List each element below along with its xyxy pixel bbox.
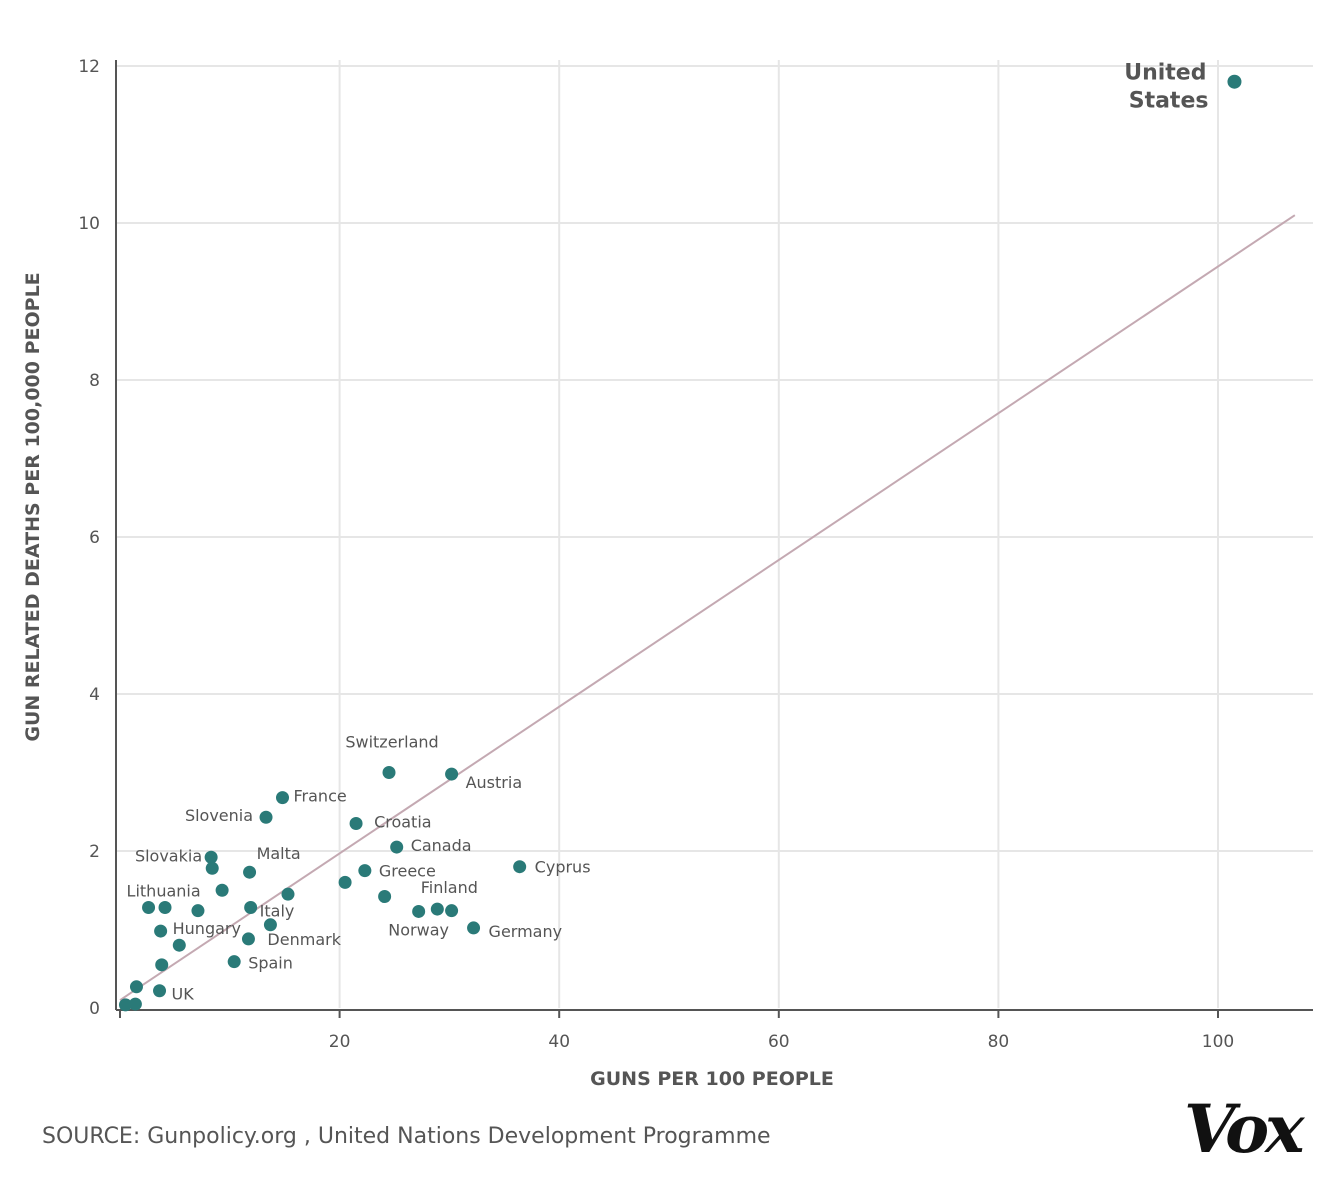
axes: 0 2 4 6 8 10 12 20 40 60 80 100 — [78, 57, 1313, 1052]
data-point — [358, 864, 372, 878]
x-tick-label: 80 — [988, 1032, 1010, 1052]
y-tick-label: 10 — [78, 214, 100, 234]
point-label: Austria — [466, 773, 523, 792]
point-label: Cyprus — [535, 858, 591, 877]
point-label: Canada — [411, 836, 472, 855]
point-label: United States — [1124, 61, 1208, 114]
x-axis-title: GUNS PER 100 PEOPLE — [590, 1068, 834, 1090]
data-point — [129, 980, 143, 994]
data-point — [227, 955, 241, 969]
grid — [116, 60, 1313, 1008]
point-label: France — [294, 787, 347, 806]
point-label: Slovenia — [185, 806, 253, 825]
data-point — [338, 875, 352, 889]
point-label: Denmark — [267, 930, 341, 949]
y-tick-label: 12 — [78, 57, 100, 77]
data-point — [158, 901, 172, 915]
data-point — [349, 817, 363, 831]
x-tick-label: 100 — [1202, 1032, 1234, 1052]
x-tick-label: 40 — [548, 1032, 570, 1052]
point-label: Finland — [421, 878, 478, 897]
data-point — [155, 958, 169, 972]
data-point — [243, 865, 257, 879]
point-label: Italy — [260, 902, 295, 921]
data-point — [1227, 74, 1242, 89]
point-label: Croatia — [374, 813, 432, 832]
data-point — [191, 904, 205, 918]
point-label: UK — [172, 985, 195, 1004]
vox-logo: Vox — [1184, 1090, 1305, 1168]
data-point — [467, 921, 481, 935]
data-point — [263, 918, 277, 932]
point-label: Switzerland — [345, 733, 438, 752]
data-point — [215, 883, 229, 897]
source-note: SOURCE: Gunpolicy.org , United Nations D… — [42, 1124, 771, 1149]
data-point — [412, 904, 426, 918]
scatter-chart: 0 2 4 6 8 10 12 20 40 60 80 100 United States Switzer… — [22, 57, 1313, 1090]
data-point — [241, 932, 255, 946]
point-label: Germany — [489, 922, 563, 941]
point-label: Norway — [388, 920, 449, 939]
y-tick-label: 6 — [89, 528, 100, 548]
y-tick-label: 2 — [89, 842, 100, 862]
labels-layer: United States Switzerland Austria France Slov… — [127, 61, 1209, 1004]
data-point — [281, 887, 295, 901]
data-point — [128, 997, 142, 1011]
data-point — [118, 998, 132, 1012]
data-point — [153, 984, 167, 998]
data-point — [244, 901, 258, 915]
data-point — [430, 902, 444, 916]
x-tick-label: 20 — [329, 1032, 351, 1052]
point-label: Spain — [248, 954, 293, 973]
trendline-layer — [119, 214, 1296, 1001]
data-point — [382, 766, 396, 779]
point-label: Malta — [257, 844, 301, 863]
trendline — [119, 214, 1296, 1001]
data-point — [142, 901, 156, 915]
data-point — [378, 890, 392, 904]
data-point — [445, 904, 459, 918]
point-label: Slovakia — [135, 846, 202, 865]
data-point — [259, 810, 273, 824]
points-layer — [118, 74, 1242, 1012]
y-axis-title: GUN RELATED DEATHS PER 100,000 PEOPLE — [22, 272, 44, 741]
data-point — [390, 840, 404, 854]
data-point — [513, 860, 527, 874]
point-label: Hungary — [173, 919, 241, 938]
y-tick-label: 8 — [89, 371, 100, 391]
data-point — [445, 767, 459, 781]
y-tick-label: 4 — [89, 685, 100, 705]
point-label: Lithuania — [127, 882, 201, 901]
data-point — [154, 924, 168, 938]
data-point — [276, 791, 290, 805]
x-tick-label: 60 — [768, 1032, 790, 1052]
data-point — [172, 938, 186, 952]
point-label: Greece — [379, 862, 436, 881]
y-tick-label: 0 — [89, 999, 100, 1019]
data-point — [204, 850, 218, 864]
data-point — [205, 861, 219, 875]
